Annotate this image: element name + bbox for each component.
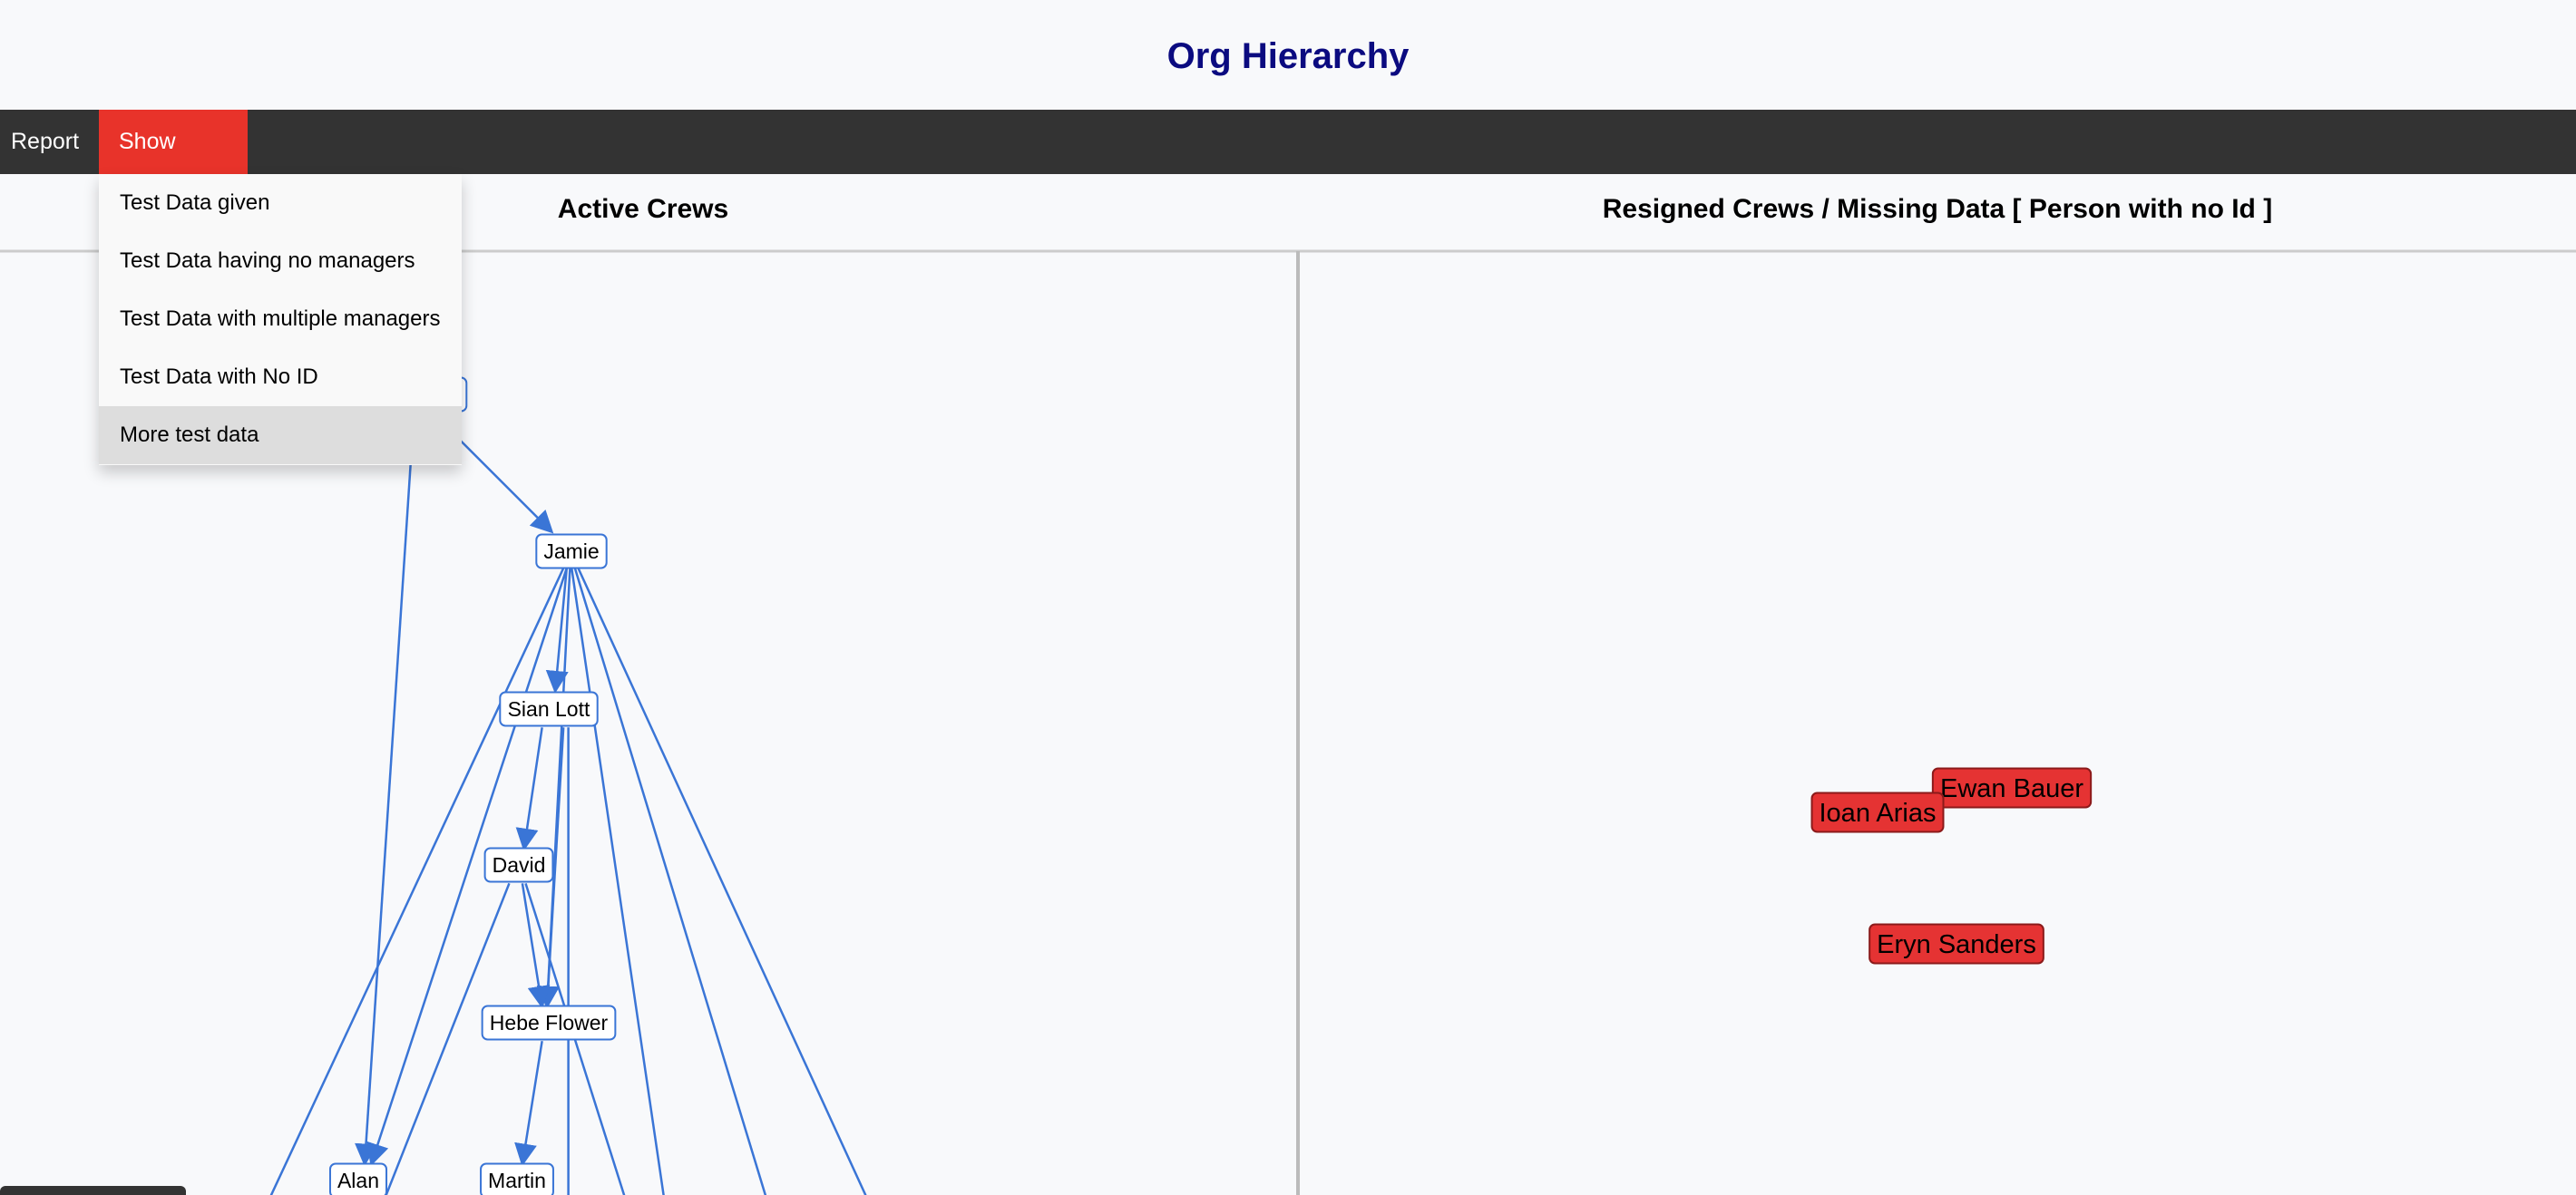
node-label: Eryn Sanders [1877, 930, 2036, 959]
node-label: Ewan Bauer [1940, 774, 2083, 803]
node-box [1931, 767, 2093, 809]
edge [355, 462, 412, 1167]
node-label: Ioan Arias [1820, 799, 1937, 828]
edge [570, 568, 665, 1195]
node-box [1869, 923, 2044, 965]
page-title: Org Hierarchy [1166, 36, 1410, 76]
node-box [483, 847, 554, 883]
menu-item[interactable]: Test Data given [120, 190, 270, 215]
node-label: Hebe Flower [490, 1011, 609, 1035]
edge [515, 727, 543, 851]
node-box [535, 533, 608, 569]
node-label: Alan [337, 1169, 379, 1192]
dropdown-menu: Test Data given Test Data having no mana… [99, 174, 462, 465]
edge [577, 568, 867, 1195]
node-box [481, 1005, 617, 1041]
node-label: Martin [488, 1169, 546, 1192]
panel-title: Active Crews [557, 194, 729, 224]
edge [269, 568, 565, 1195]
bottom-bar [0, 1186, 186, 1195]
edge [514, 1040, 543, 1167]
node-box [499, 691, 599, 727]
node-box [480, 1162, 554, 1195]
menu-item[interactable]: Test Data having no managers [120, 248, 415, 273]
node-label: Jamie [543, 539, 599, 563]
menu-item[interactable]: Test Data with multiple managers [120, 306, 441, 331]
edge [366, 568, 568, 1167]
node-box [328, 1162, 388, 1195]
menu-item[interactable]: Test Data with No ID [120, 364, 318, 389]
edge [545, 568, 569, 694]
nav-show-data[interactable]: Show Data [99, 110, 248, 219]
panel-title: Resigned Crews / Missing Data [ Person w… [1602, 194, 2273, 224]
menu-item[interactable]: More test data [99, 406, 462, 464]
node-label: David [493, 853, 546, 877]
edge [521, 883, 551, 1009]
node-box [1810, 792, 1945, 833]
edge [573, 568, 767, 1195]
navbar: Report Show Data [0, 110, 2576, 219]
node-label: Sian Lott [508, 697, 590, 721]
edge [459, 439, 554, 534]
edge [385, 882, 511, 1195]
nav-report[interactable]: Report [11, 129, 80, 154]
